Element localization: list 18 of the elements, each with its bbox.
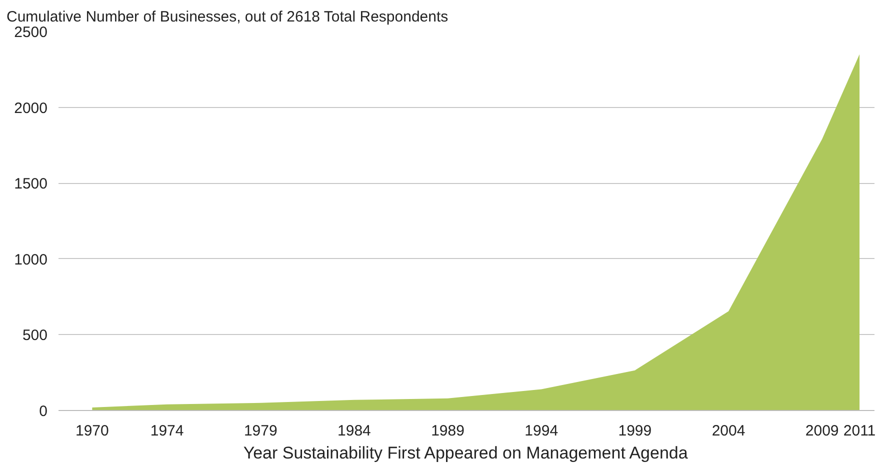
y-tick-label: 2000 bbox=[14, 100, 48, 117]
x-tick-label: 1994 bbox=[524, 422, 558, 440]
x-tick-label: 1984 bbox=[338, 422, 371, 440]
x-tick-label: 2011 bbox=[843, 422, 876, 440]
x-tick-label: 1974 bbox=[150, 422, 184, 440]
y-tick-label: 1000 bbox=[14, 251, 48, 268]
x-tick-label: 1999 bbox=[618, 422, 652, 440]
y-tick-label: 0 bbox=[39, 403, 48, 420]
chart-title: Cumulative Number of Businesses, out of 2618 Total Respondents bbox=[6, 8, 448, 26]
x-tick-label: 1979 bbox=[244, 422, 278, 440]
x-tick-label: 1970 bbox=[76, 422, 109, 440]
x-axis-title: Year Sustainability First Appeared on Management Agenda bbox=[243, 444, 688, 462]
y-tick-label: 1500 bbox=[14, 176, 48, 193]
y-tick-label: 2500 bbox=[14, 24, 48, 41]
y-tick-label: 500 bbox=[22, 327, 48, 344]
x-tick-label: 1989 bbox=[431, 422, 464, 440]
x-tick-label: 2009 bbox=[805, 422, 839, 440]
x-tick-label: 2004 bbox=[712, 422, 746, 440]
